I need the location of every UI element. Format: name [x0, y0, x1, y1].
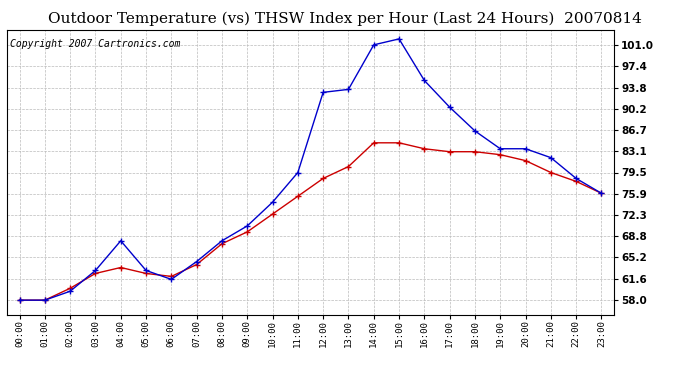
Text: Outdoor Temperature (vs) THSW Index per Hour (Last 24 Hours)  20070814: Outdoor Temperature (vs) THSW Index per …	[48, 11, 642, 26]
Text: Copyright 2007 Cartronics.com: Copyright 2007 Cartronics.com	[10, 39, 180, 48]
